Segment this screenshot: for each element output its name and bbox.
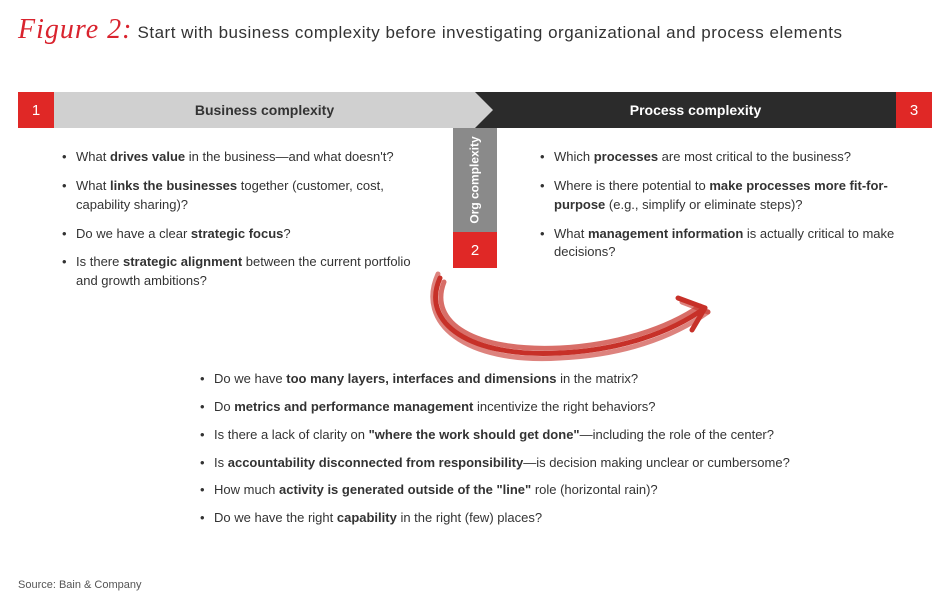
business-number-box: 1 <box>18 92 54 128</box>
process-complexity-bar: Process complexity 3 <box>475 92 932 128</box>
org-bullet-item: Do metrics and performance management in… <box>200 398 840 417</box>
business-complexity-bar: 1 Business complexity <box>18 92 475 128</box>
source-text: Source: Bain & Company <box>18 579 142 591</box>
business-bullets: What drives value in the business—and wh… <box>62 148 432 301</box>
process-bar-title: Process complexity <box>475 102 896 118</box>
business-bullet-item: Do we have a clear strategic focus? <box>62 225 432 244</box>
org-bullets: Do we have too many layers, interfaces a… <box>200 370 840 537</box>
figure-caption: Start with business complexity before in… <box>138 23 843 42</box>
business-bullet-item: What drives value in the business—and wh… <box>62 148 432 167</box>
process-bullet-item: Where is there potential to make process… <box>540 177 900 215</box>
org-bullet-item: Is there a lack of clarity on "where the… <box>200 426 840 445</box>
org-complexity-column: Org complexity 2 <box>453 128 497 268</box>
swoosh-arrow <box>410 268 730 378</box>
process-number-box: 3 <box>896 92 932 128</box>
figure-title: Figure 2: Start with business complexity… <box>18 14 842 46</box>
figure-label: Figure 2: <box>18 14 133 45</box>
org-number-box: 2 <box>453 232 497 268</box>
process-bullets: Which processes are most critical to the… <box>540 148 900 272</box>
business-bar-title: Business complexity <box>54 102 475 118</box>
business-bullet-item: Is there strategic alignment between the… <box>62 253 432 291</box>
org-bullet-item: Do we have the right capability in the r… <box>200 509 840 528</box>
process-bullet-item: Which processes are most critical to the… <box>540 148 900 167</box>
org-bullet-item: Is accountability disconnected from resp… <box>200 454 840 473</box>
header-bar: 1 Business complexity Process complexity… <box>18 92 932 128</box>
process-bullet-item: What management information is actually … <box>540 225 900 263</box>
org-label: Org complexity <box>468 136 482 223</box>
org-bullet-item: How much activity is generated outside o… <box>200 481 840 500</box>
org-body: Org complexity <box>453 128 497 232</box>
business-bullet-item: What links the businesses together (cust… <box>62 177 432 215</box>
